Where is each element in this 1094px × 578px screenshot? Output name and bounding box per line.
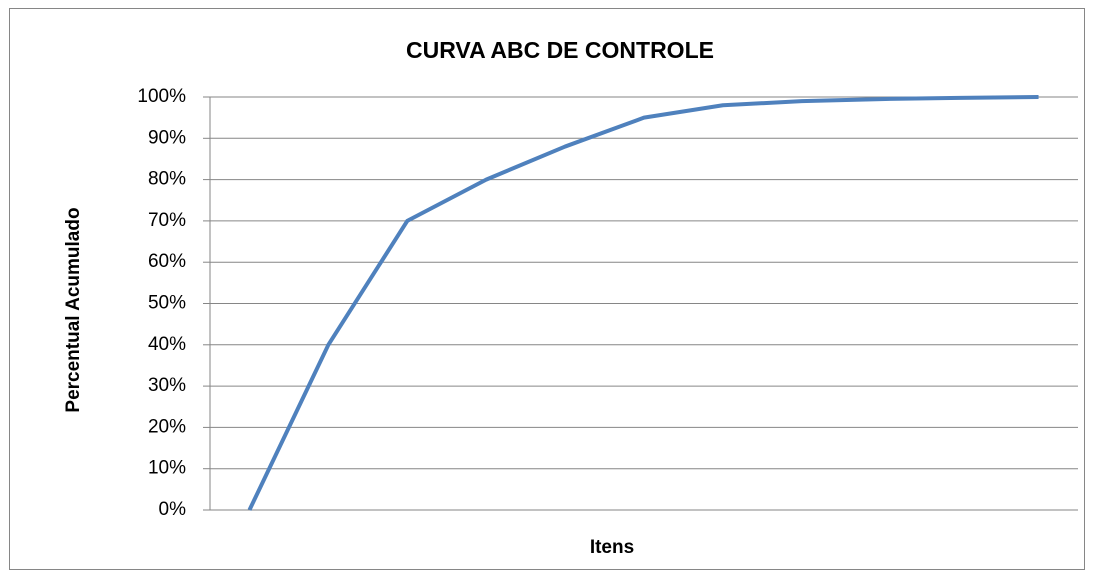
y-tick-label: 100% bbox=[137, 86, 186, 107]
y-axis-label: Percentual Acumulado bbox=[63, 207, 84, 412]
line-series bbox=[247, 95, 1039, 511]
y-tick-label: 90% bbox=[148, 127, 186, 148]
y-tick-label: 20% bbox=[148, 416, 186, 437]
x-axis-label: Itens bbox=[590, 537, 634, 558]
y-tick-label: 50% bbox=[148, 293, 186, 314]
y-tick-label: 60% bbox=[148, 251, 186, 272]
chart-frame bbox=[9, 8, 1085, 570]
y-tick-label: 0% bbox=[159, 499, 187, 520]
y-tick-label: 30% bbox=[148, 375, 186, 396]
y-tick-label: 80% bbox=[148, 169, 186, 190]
y-tick-label: 40% bbox=[148, 334, 186, 355]
y-tick-label: 70% bbox=[148, 210, 186, 231]
y-tick-label: 10% bbox=[148, 458, 186, 479]
chart-title: CURVA ABC DE CONTROLE bbox=[406, 37, 714, 63]
